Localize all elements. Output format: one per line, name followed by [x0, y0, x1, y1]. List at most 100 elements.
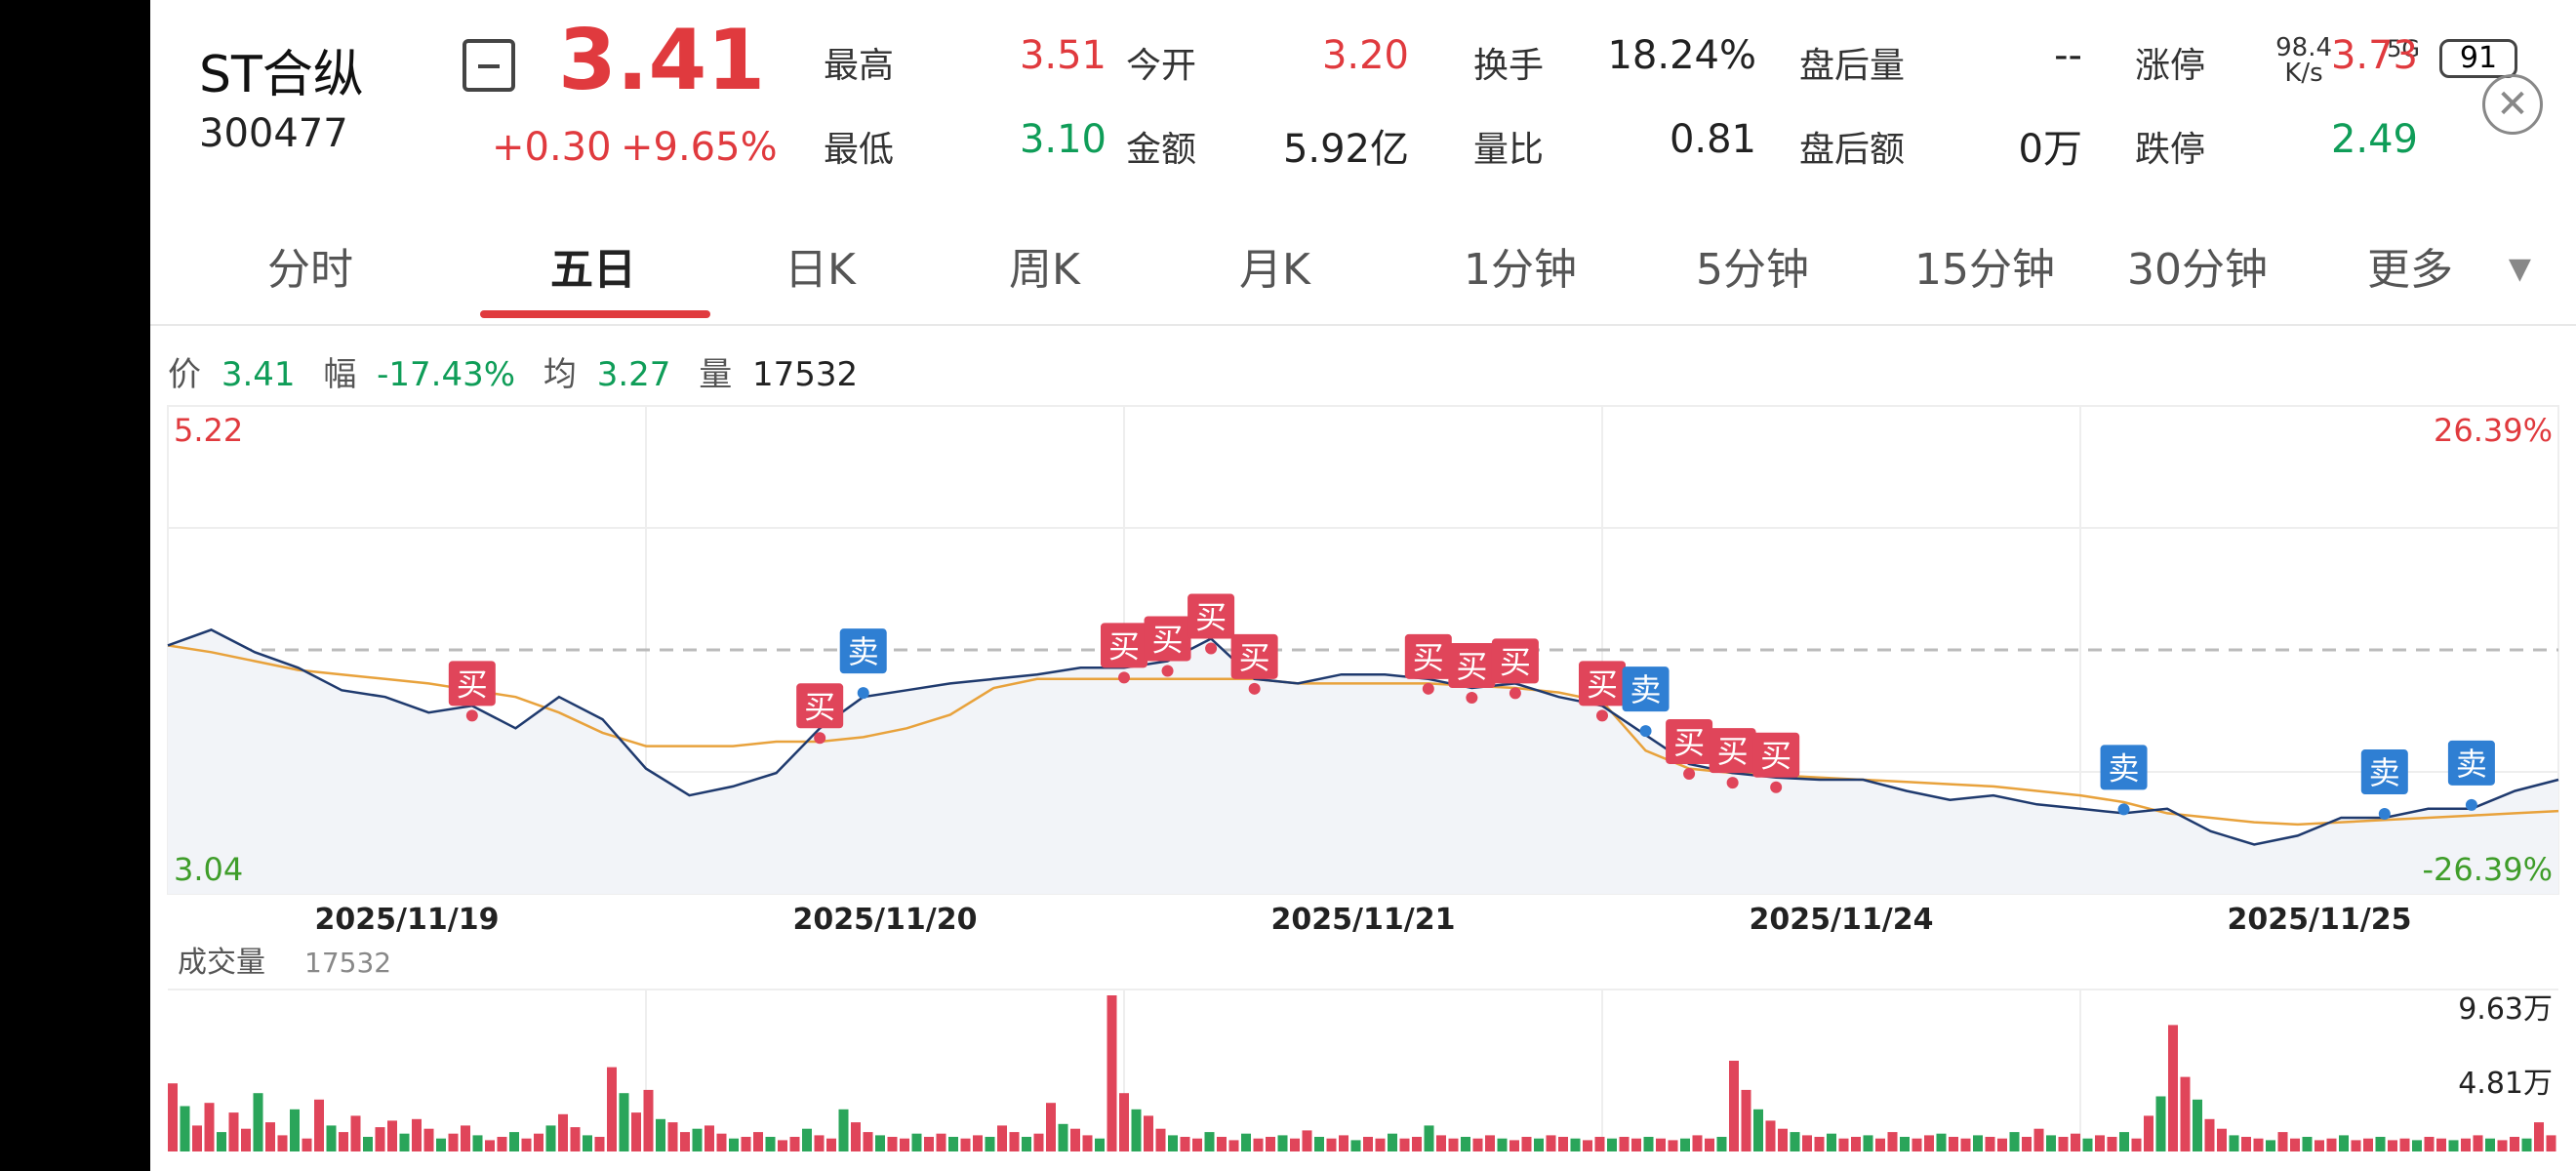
- tab-5[interactable]: 1分钟: [1464, 245, 1577, 295]
- volume-bar: [534, 1133, 543, 1151]
- trade-marker-dot: [1639, 725, 1652, 738]
- volume-bar: [1656, 1138, 1666, 1151]
- volume-bar: [1558, 1137, 1568, 1151]
- quote-value: 3.10: [1019, 117, 1107, 162]
- volume-bar: [314, 1099, 324, 1151]
- tab-9[interactable]: 更多: [2367, 245, 2453, 295]
- volume-bar: [277, 1135, 288, 1151]
- volume-bar: [1107, 995, 1117, 1151]
- trade-marker-dot: [1683, 767, 1696, 780]
- volume-bar: [1509, 1140, 1519, 1151]
- volume-bar: [1046, 1103, 1056, 1151]
- volume-bar: [2412, 1140, 2422, 1151]
- price-volume-chart[interactable]: 买买卖买买买买买买买买 卖买买买卖卖卖5.223.0426.39%-26.39%2…: [150, 390, 2576, 1171]
- trade-marker-badge[interactable]: [1404, 633, 1452, 679]
- quote-label: 量比: [1473, 130, 1545, 170]
- volume-bar: [1741, 1089, 1751, 1151]
- volume-bar: [1643, 1137, 1654, 1151]
- tab-1[interactable]: 五日: [550, 245, 636, 295]
- trade-marker-badge[interactable]: [1622, 666, 1670, 712]
- volume-bar: [692, 1128, 703, 1151]
- quote-value: 18.24%: [1607, 33, 1756, 78]
- volume-bar: [594, 1137, 605, 1151]
- buy-marker-label: 买: [1239, 639, 1270, 676]
- current-price: 3.41: [558, 12, 766, 109]
- volume-bar: [1851, 1137, 1861, 1151]
- trade-marker-badge[interactable]: [1666, 718, 1713, 764]
- volume-bar: [911, 1133, 922, 1151]
- stock-name[interactable]: ST合纵: [199, 46, 364, 104]
- trade-marker-badge[interactable]: [2100, 745, 2148, 790]
- volume-bar: [485, 1140, 495, 1151]
- chevron-down-icon[interactable]: ▼: [2508, 252, 2531, 286]
- sell-marker-label: 卖: [2109, 749, 2140, 787]
- quote-label: 今开: [1126, 46, 1197, 86]
- trade-marker-dot: [1205, 642, 1218, 655]
- trade-marker-badge[interactable]: [839, 628, 887, 674]
- volume-bar: [436, 1138, 446, 1151]
- tab-4[interactable]: 月K: [1239, 245, 1310, 295]
- volume-bar: [1363, 1137, 1373, 1151]
- volume-bar: [228, 1112, 239, 1151]
- trade-marker-badge[interactable]: [448, 661, 496, 707]
- volume-bar: [729, 1138, 739, 1151]
- volume-bar: [631, 1112, 641, 1151]
- volume-bar: [1436, 1135, 1446, 1151]
- trade-marker-badge[interactable]: [1187, 593, 1235, 639]
- tab-7[interactable]: 15分钟: [1914, 245, 2055, 295]
- volume-bar: [217, 1132, 226, 1151]
- volume-bar: [1009, 1132, 1020, 1151]
- volume-bar: [1448, 1138, 1459, 1151]
- price-min-label: 3.04: [174, 851, 243, 888]
- trade-marker-badge[interactable]: [1709, 728, 1756, 774]
- volume-bar: [1241, 1133, 1251, 1151]
- volume-bar: [2302, 1137, 2313, 1151]
- volume-bar: [741, 1137, 751, 1151]
- volume-bar: [1070, 1128, 1080, 1151]
- volume-bar: [1985, 1137, 1995, 1151]
- tab-2[interactable]: 日K: [785, 245, 856, 295]
- tab-6[interactable]: 5分钟: [1696, 245, 1809, 295]
- sell-marker-label: 卖: [2369, 754, 2400, 791]
- volume-bar: [2229, 1135, 2239, 1151]
- trade-marker-badge[interactable]: [1230, 633, 1278, 679]
- trade-marker-badge[interactable]: [1144, 616, 1191, 662]
- trade-marker-badge[interactable]: [2360, 749, 2408, 795]
- volume-bar: [1424, 1125, 1434, 1151]
- volume-bar: [2193, 1099, 2202, 1151]
- buy-marker-label: 买: [1673, 724, 1705, 761]
- tab-8[interactable]: 30分钟: [2127, 245, 2268, 295]
- volume-bar: [2436, 1138, 2446, 1151]
- volume-bar: [290, 1109, 300, 1151]
- trade-marker-badge[interactable]: [1579, 661, 1626, 707]
- volume-bar: [1583, 1140, 1592, 1151]
- range-label: 幅: [323, 355, 357, 394]
- trade-marker-badge[interactable]: [1448, 642, 1496, 688]
- collapse-icon[interactable]: [463, 39, 515, 92]
- volume-bar: [1534, 1138, 1544, 1151]
- volume-bar: [180, 1106, 190, 1151]
- trade-marker-badge[interactable]: [1752, 732, 1800, 778]
- tab-3[interactable]: 周K: [1009, 245, 1080, 295]
- quote-label: 最低: [824, 130, 895, 170]
- trade-marker-badge[interactable]: [1101, 623, 1147, 668]
- trade-marker-badge[interactable]: [2447, 740, 2495, 786]
- volume-bar: [851, 1122, 861, 1151]
- battery-icon: 91: [2439, 39, 2517, 78]
- trade-marker-dot: [1770, 781, 1783, 793]
- trade-marker-dot: [1248, 682, 1261, 695]
- trade-marker-badge[interactable]: [796, 683, 844, 729]
- volume-bar: [1022, 1137, 1031, 1151]
- volume-bar: [1058, 1123, 1068, 1151]
- tab-0[interactable]: 分时: [267, 245, 353, 295]
- close-icon[interactable]: ✕: [2482, 74, 2543, 135]
- volume-bar: [1399, 1138, 1410, 1151]
- trade-marker-badge[interactable]: [1491, 638, 1539, 684]
- volume-bar: [2241, 1137, 2251, 1151]
- trade-marker-dot: [814, 732, 826, 745]
- volume-bar: [753, 1132, 763, 1151]
- volume-bar: [1960, 1138, 1971, 1151]
- volume-bar: [412, 1118, 422, 1151]
- sell-marker-label: 卖: [1630, 671, 1662, 708]
- volume-bar: [1485, 1135, 1495, 1151]
